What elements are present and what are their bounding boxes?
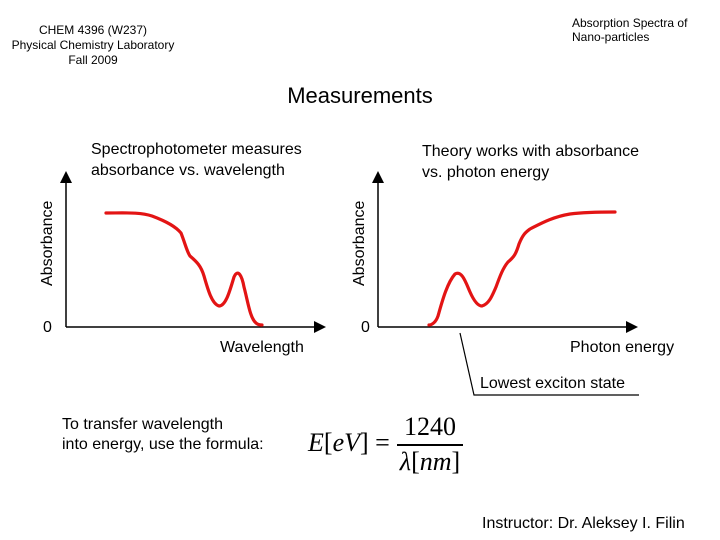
instructor-credit: Instructor: Dr. Aleksey I. Filin (482, 515, 685, 532)
exciton-callout-label: Lowest exciton state (480, 375, 625, 392)
right-caption-line-1: Theory works with absorbance (422, 143, 639, 160)
left-caption: Spectrophotometer measures absorbance vs… (91, 139, 302, 181)
right-absorbance-curve (427, 210, 617, 327)
course-term: Fall 2009 (68, 53, 118, 67)
right-caption: Theory works with absorbance vs. photon … (422, 141, 639, 183)
left-x-axis-label: Wavelength (220, 339, 304, 356)
conversion-text-line-1: To transfer wavelength (62, 416, 223, 433)
formula-numerator: 1240 (404, 412, 456, 441)
topic-info: Absorption Spectra of Nano-particles (572, 16, 687, 44)
right-origin-label: 0 (361, 319, 370, 336)
left-y-axis-label: Absorbance (39, 200, 56, 286)
formula-lhs-unit: eV (332, 428, 360, 457)
left-origin-label: 0 (43, 319, 52, 336)
left-absorbance-curve (104, 211, 264, 327)
formula-lambda-symbol: λ (399, 447, 412, 476)
course-info: CHEM 4396 (W237) Physical Chemistry Labo… (0, 23, 186, 68)
conversion-text-line-2: into energy, use the formula: (62, 436, 264, 453)
topic-line-2: Nano-particles (572, 30, 650, 44)
formula-denominator: λ[nm] (399, 447, 461, 476)
formula-energy-symbol: E (308, 428, 324, 457)
course-name: Physical Chemistry Laboratory (11, 38, 175, 52)
left-caption-line-2: absorbance vs. wavelength (91, 162, 285, 179)
energy-formula: E[eV] = 1240 λ[nm] (300, 410, 470, 482)
slide-title: Measurements (287, 83, 433, 108)
right-caption-line-2: vs. photon energy (422, 164, 550, 181)
formula-den-unit: nm (419, 447, 452, 476)
topic-line-1: Absorption Spectra of (572, 16, 688, 30)
conversion-text: To transfer wavelength into energy, use … (62, 415, 264, 455)
right-x-axis-label: Photon energy (570, 339, 675, 356)
right-y-axis-label: Absorbance (351, 200, 368, 286)
formula-fraction-bar (397, 444, 463, 446)
course-code: CHEM 4396 (W237) (38, 23, 148, 37)
left-caption-line-1: Spectrophotometer measures (91, 141, 302, 158)
callout-pointer (459, 332, 639, 396)
formula-lhs: E[eV] = (308, 428, 390, 457)
